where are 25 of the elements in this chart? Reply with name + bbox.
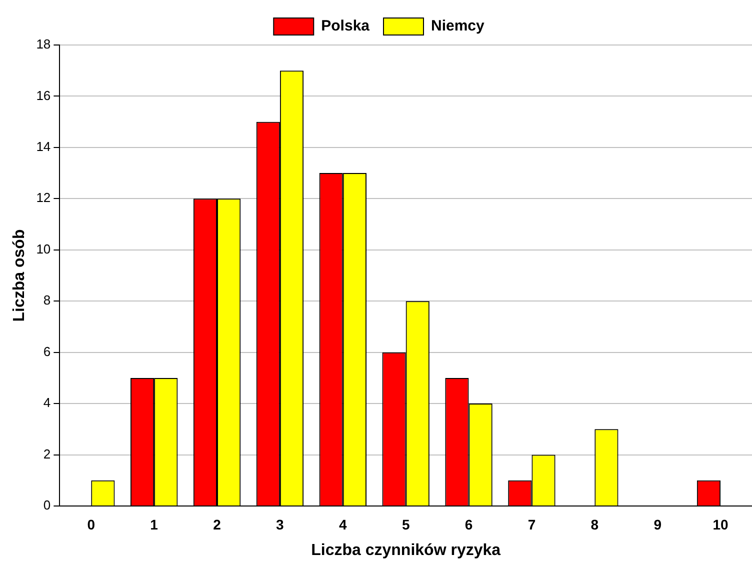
x-tick-label: 1 bbox=[150, 516, 158, 532]
y-tick-label: 16 bbox=[36, 88, 51, 103]
y-tick-label: 4 bbox=[43, 395, 51, 410]
x-tick-label: 9 bbox=[654, 516, 662, 532]
x-tick-label: 0 bbox=[87, 516, 96, 532]
x-tick-label: 2 bbox=[213, 516, 222, 532]
x-tick-label: 10 bbox=[712, 516, 729, 532]
x-tick-label: 6 bbox=[464, 516, 473, 532]
y-tick-label: 14 bbox=[36, 139, 51, 154]
y-tick-label: 10 bbox=[36, 241, 51, 256]
y-tick-label: 12 bbox=[36, 190, 51, 206]
y-tick-label: 6 bbox=[43, 344, 51, 359]
x-tick-label: 4 bbox=[338, 516, 347, 532]
x-tick-label: 3 bbox=[276, 516, 284, 532]
x-tick-label: 8 bbox=[590, 516, 599, 532]
y-tick-label: 2 bbox=[43, 446, 51, 462]
y-tick-label: 8 bbox=[43, 292, 51, 308]
legend-label: Niemcy bbox=[431, 18, 486, 35]
y-tick-label: 18 bbox=[36, 36, 51, 52]
x-tick-label: 7 bbox=[528, 516, 536, 532]
y-axis-title: Liczba osób bbox=[11, 229, 28, 322]
legend-label: Polska bbox=[321, 18, 370, 35]
x-tick-label: 5 bbox=[402, 516, 410, 532]
y-tick-label: 0 bbox=[43, 498, 51, 513]
x-axis-title: Liczba czynników ryzyka bbox=[311, 542, 501, 559]
